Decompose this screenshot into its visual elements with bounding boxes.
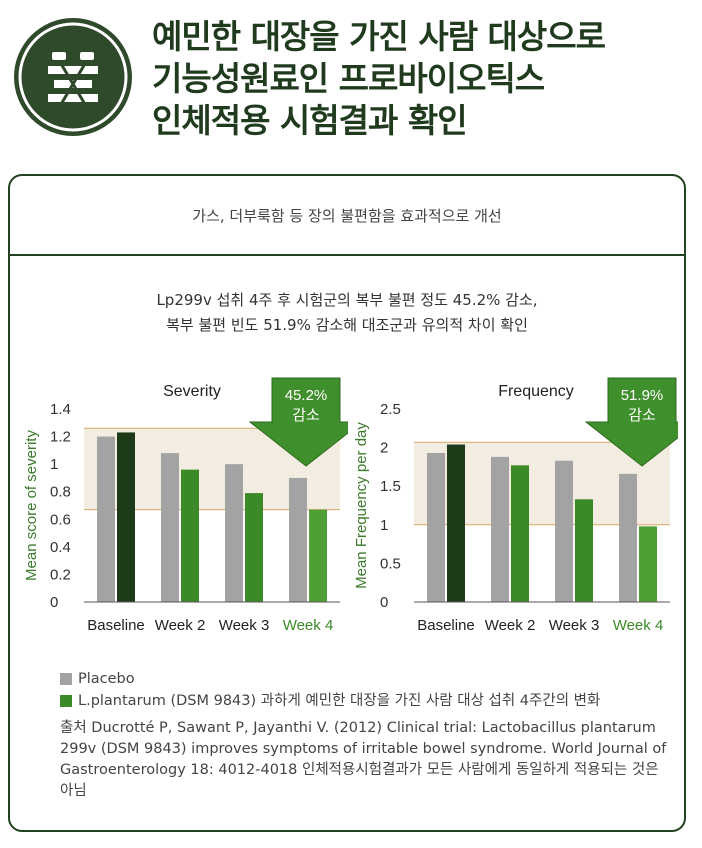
y-tick-label: 0.2: [50, 566, 71, 583]
bar-placebo: [161, 453, 179, 602]
y-tick-label: 0.5: [380, 555, 401, 572]
bar-placebo: [619, 473, 637, 602]
legend-item-treatment: L.plantarum (DSM 9843) 과하게 예민한 대장을 가진 사람…: [60, 690, 680, 712]
bar-placebo: [427, 453, 445, 602]
y-tick-label: 1.4: [50, 401, 71, 418]
legend: Placebo L.plantarum (DSM 9843) 과하게 예민한 대…: [60, 668, 680, 712]
severity-chart-svg: 0 0.2 0.4 0.6 0.8 1 1.2 1.4 Mean score of severi…: [23, 377, 364, 634]
bar-placebo: [491, 456, 509, 602]
decrease-badge: 45.2% 감소: [248, 377, 364, 467]
bar-treatment: [117, 432, 135, 602]
title-line: 인체적용 시험결과 확인: [152, 101, 468, 140]
y-tick-label: 1: [50, 456, 58, 473]
y-tick-label: 0.6: [50, 511, 71, 528]
bar-treatment: [575, 499, 593, 602]
bar-placebo: [289, 477, 307, 602]
bar-treatment: [639, 526, 657, 602]
down-arrow-icon: [248, 377, 364, 467]
severity-chart: 0 0.2 0.4 0.6 0.8 1 1.2 1.4 Mean score of severi…: [18, 366, 364, 656]
y-tick-label: 2: [380, 440, 388, 457]
frequency-chart-svg: 0 0.5 1 1.5 2 2.5 Mean Frequency per day Baseli…: [353, 377, 700, 634]
placebo-swatch: [60, 673, 72, 685]
y-tick-label: 0.4: [50, 539, 71, 556]
bar-placebo: [555, 460, 573, 602]
frequency-chart: 0 0.5 1 1.5 2 2.5 Mean Frequency per day Baseli…: [348, 366, 700, 656]
badge-label: 감소: [628, 407, 656, 424]
card-heading: 가스, 더부룩함 등 장의 불편함을 효과적으로 개선: [10, 176, 684, 256]
x-tick-label: Week 2: [155, 617, 206, 634]
header: 예민한 대장을 가진 사람 대상으로 기능성원료인 프로바이오틱스 인체적용 시…: [0, 0, 702, 160]
summary-text: Lp299v 섭취 4주 후 시험군의 복부 불편 정도 45.2% 감소, 복…: [10, 288, 684, 338]
y-tick-label: 1.5: [380, 478, 401, 495]
logo-badge: [14, 18, 132, 136]
y-tick-label: 0.8: [50, 484, 71, 501]
summary-line: 복부 불편 빈도 51.9% 감소해 대조군과 유의적 차이 확인: [166, 316, 528, 334]
y-tick-label: 1.2: [50, 429, 71, 446]
bar-placebo: [97, 436, 115, 602]
title-line: 기능성원료인 프로바이오틱스: [152, 59, 545, 98]
y-tick-label: 2.5: [380, 401, 401, 418]
title-line: 예민한 대장을 가진 사람 대상으로: [152, 17, 606, 56]
y-tick-label: 0: [380, 594, 388, 611]
x-tick-label: Baseline: [417, 617, 475, 634]
badge-value: 51.9%: [621, 387, 664, 404]
y-axis-label: Mean Frequency per day: [353, 422, 370, 589]
x-tick-label: Week 3: [219, 617, 270, 634]
chart-title: Severity: [163, 383, 221, 400]
source-citation: 출처 Ducrotté P, Sawant P, Jayanthi V. (20…: [60, 720, 667, 799]
y-axis-label: Mean score of severity: [23, 430, 40, 581]
bar-treatment: [181, 469, 199, 602]
bar-treatment: [309, 509, 327, 602]
chart-title: Frequency: [498, 383, 574, 400]
x-tick-label: Week 2: [485, 617, 536, 634]
intestine-icon: [18, 22, 128, 132]
page-title: 예민한 대장을 가진 사람 대상으로 기능성원료인 프로바이오틱스 인체적용 시…: [152, 16, 692, 142]
y-tick-label: 1: [380, 517, 388, 534]
x-tick-label: Week 4: [283, 617, 334, 634]
treatment-swatch: [60, 695, 72, 707]
legend-item-placebo: Placebo: [60, 668, 680, 690]
summary-line: Lp299v 섭취 4주 후 시험군의 복부 불편 정도 45.2% 감소,: [156, 291, 538, 309]
bar-placebo: [225, 464, 243, 602]
x-tick-label: Week 4: [613, 617, 664, 634]
x-tick-label: Week 3: [549, 617, 600, 634]
badge-value: 45.2%: [285, 387, 328, 404]
down-arrow-icon: [584, 377, 700, 467]
x-tick-label: Baseline: [87, 617, 145, 634]
bar-treatment: [245, 493, 263, 602]
legend-label: L.plantarum (DSM 9843) 과하게 예민한 대장을 가진 사람…: [78, 693, 601, 709]
badge-label: 감소: [292, 407, 320, 424]
bar-treatment: [447, 444, 465, 602]
result-card: 가스, 더부룩함 등 장의 불편함을 효과적으로 개선 Lp299v 섭취 4주…: [8, 174, 700, 832]
decrease-badge: 51.9% 감소: [584, 377, 700, 467]
legend-label: Placebo: [78, 671, 135, 687]
bar-treatment: [511, 465, 529, 602]
y-tick-label: 0: [50, 594, 58, 611]
